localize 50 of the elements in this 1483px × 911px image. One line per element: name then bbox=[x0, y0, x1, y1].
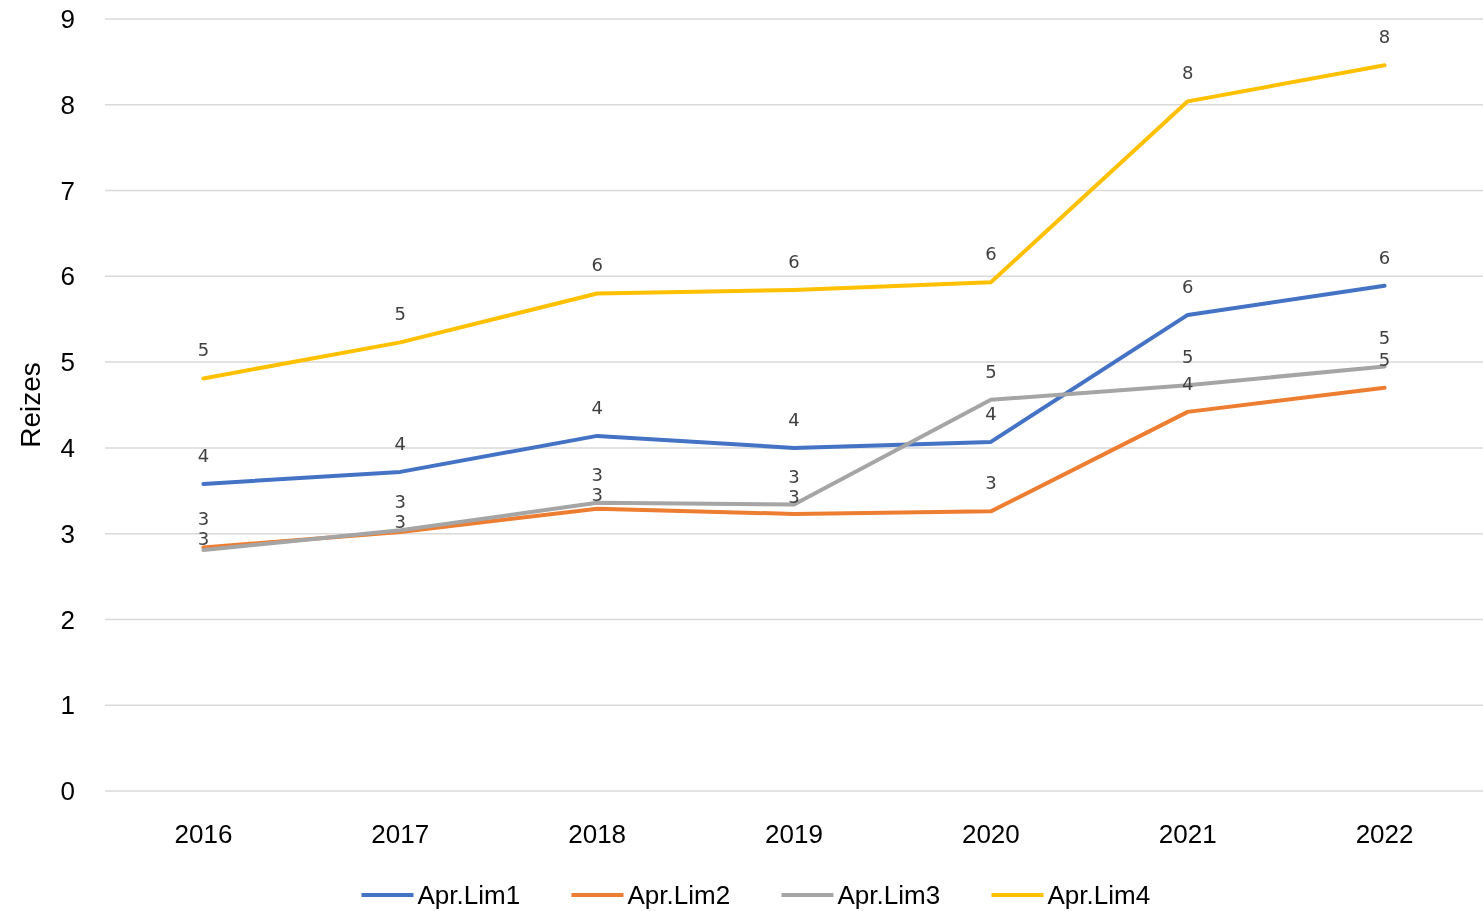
data-label: 5 bbox=[1378, 327, 1391, 349]
data-label: 4 bbox=[394, 432, 407, 454]
data-label: 4 bbox=[788, 408, 800, 430]
data-label: 3 bbox=[591, 463, 603, 485]
data-label: 4 bbox=[197, 444, 210, 466]
y-tick-label: 6 bbox=[60, 261, 75, 292]
y-tick-label: 9 bbox=[60, 4, 75, 35]
data-label: 6 bbox=[1181, 275, 1194, 297]
y-axis-title: Reizes bbox=[15, 362, 46, 448]
data-label: 4 bbox=[1181, 372, 1194, 394]
y-tick-label: 4 bbox=[60, 432, 75, 463]
y-tick-label: 3 bbox=[60, 518, 75, 549]
legend-label: Apr.Lim4 bbox=[1047, 880, 1151, 911]
x-tick-label: 2020 bbox=[961, 819, 1020, 849]
data-label: 3 bbox=[788, 465, 800, 487]
data-label: 3 bbox=[985, 472, 997, 494]
data-label: 5 bbox=[1181, 346, 1194, 368]
data-label: 8 bbox=[1378, 26, 1391, 48]
legend-label: Apr.Lim3 bbox=[837, 880, 941, 911]
x-tick-label: 2022 bbox=[1355, 819, 1414, 849]
legend-label: Apr.Lim2 bbox=[627, 880, 731, 911]
data-label: 8 bbox=[1181, 62, 1194, 84]
y-tick-label: 0 bbox=[60, 776, 75, 807]
y-tick-label: 5 bbox=[60, 347, 75, 378]
data-label: 4 bbox=[985, 402, 997, 424]
data-label: 6 bbox=[788, 251, 800, 273]
y-tick-label: 2 bbox=[60, 604, 75, 635]
data-label: 6 bbox=[985, 243, 997, 265]
data-label: 3 bbox=[788, 485, 800, 507]
data-label: 3 bbox=[591, 483, 603, 505]
x-tick-label: 2016 bbox=[174, 819, 233, 849]
data-label: 3 bbox=[394, 511, 407, 533]
legend-label: Apr.Lim1 bbox=[417, 880, 521, 911]
data-label: 5 bbox=[394, 303, 407, 325]
x-tick-label: 2019 bbox=[765, 819, 823, 849]
data-label: 5 bbox=[197, 339, 210, 361]
x-tick-label: 2017 bbox=[371, 819, 430, 849]
y-tick-label: 8 bbox=[60, 89, 75, 120]
data-label: 6 bbox=[1378, 246, 1391, 268]
data-label: 3 bbox=[394, 491, 407, 513]
data-label: 5 bbox=[985, 360, 997, 382]
data-label: 4 bbox=[591, 396, 603, 418]
y-tick-label: 7 bbox=[60, 175, 75, 206]
y-tick-label: 1 bbox=[60, 690, 75, 721]
data-label: 3 bbox=[197, 528, 210, 550]
x-tick-label: 2018 bbox=[568, 819, 627, 849]
data-label: 6 bbox=[591, 254, 603, 276]
data-label: 3 bbox=[197, 508, 210, 530]
x-tick-label: 2021 bbox=[1158, 819, 1217, 849]
data-label: 5 bbox=[1378, 348, 1391, 370]
